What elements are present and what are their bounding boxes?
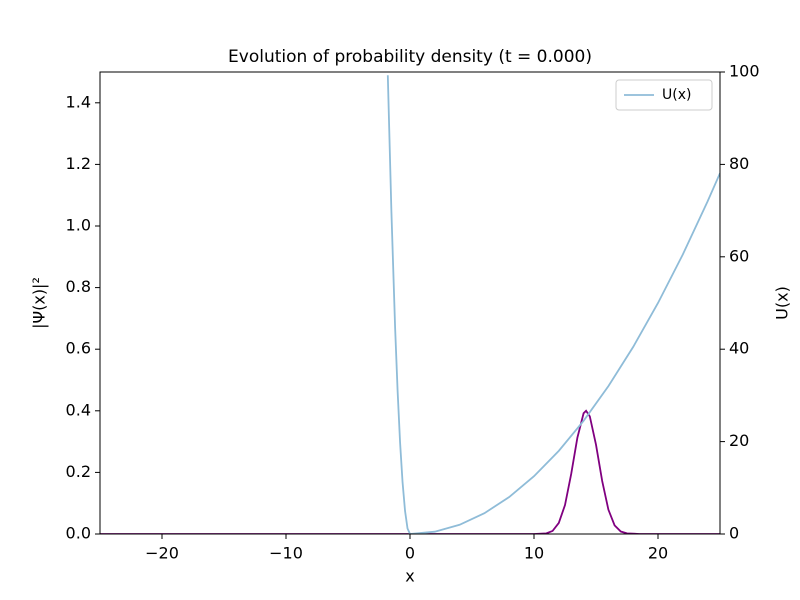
plot-area xyxy=(100,75,720,534)
x-tick-label: 0 xyxy=(405,544,415,563)
y-tick-label: 0.4 xyxy=(66,400,91,419)
x-axis-label: x xyxy=(405,567,414,586)
x-tick-label: 20 xyxy=(648,544,668,563)
y2-tick-label: 100 xyxy=(729,62,760,81)
x-tick-label: 10 xyxy=(524,544,544,563)
y2-tick-label: 60 xyxy=(729,246,749,265)
y-tick-label: 0.8 xyxy=(66,277,91,296)
series-line xyxy=(386,75,720,534)
y-tick-label: 1.0 xyxy=(66,216,91,235)
y-tick-label: 0.6 xyxy=(66,339,91,358)
chart-title: Evolution of probability density (t = 0.… xyxy=(228,47,592,67)
y2-tick-label: 0 xyxy=(729,524,739,543)
y-axis-label: |Ψ(x)|² xyxy=(30,277,49,329)
y-tick-label: 1.2 xyxy=(66,154,91,173)
y-tick-label: 1.4 xyxy=(66,92,91,111)
x-tick-label: −10 xyxy=(269,544,303,563)
y-tick-label: 0.0 xyxy=(66,524,91,543)
series-line xyxy=(100,409,720,534)
y2-tick-label: 80 xyxy=(729,154,749,173)
y-tick-label: 0.2 xyxy=(66,462,91,481)
x-tick-label: −20 xyxy=(145,544,179,563)
y2-tick-label: 40 xyxy=(729,339,749,358)
y2-tick-label: 20 xyxy=(729,431,749,450)
plot-frame xyxy=(99,71,721,535)
legend-label: U(x) xyxy=(662,87,691,103)
legend-box xyxy=(615,79,713,111)
y2-axis-label: U(x) xyxy=(773,286,792,320)
